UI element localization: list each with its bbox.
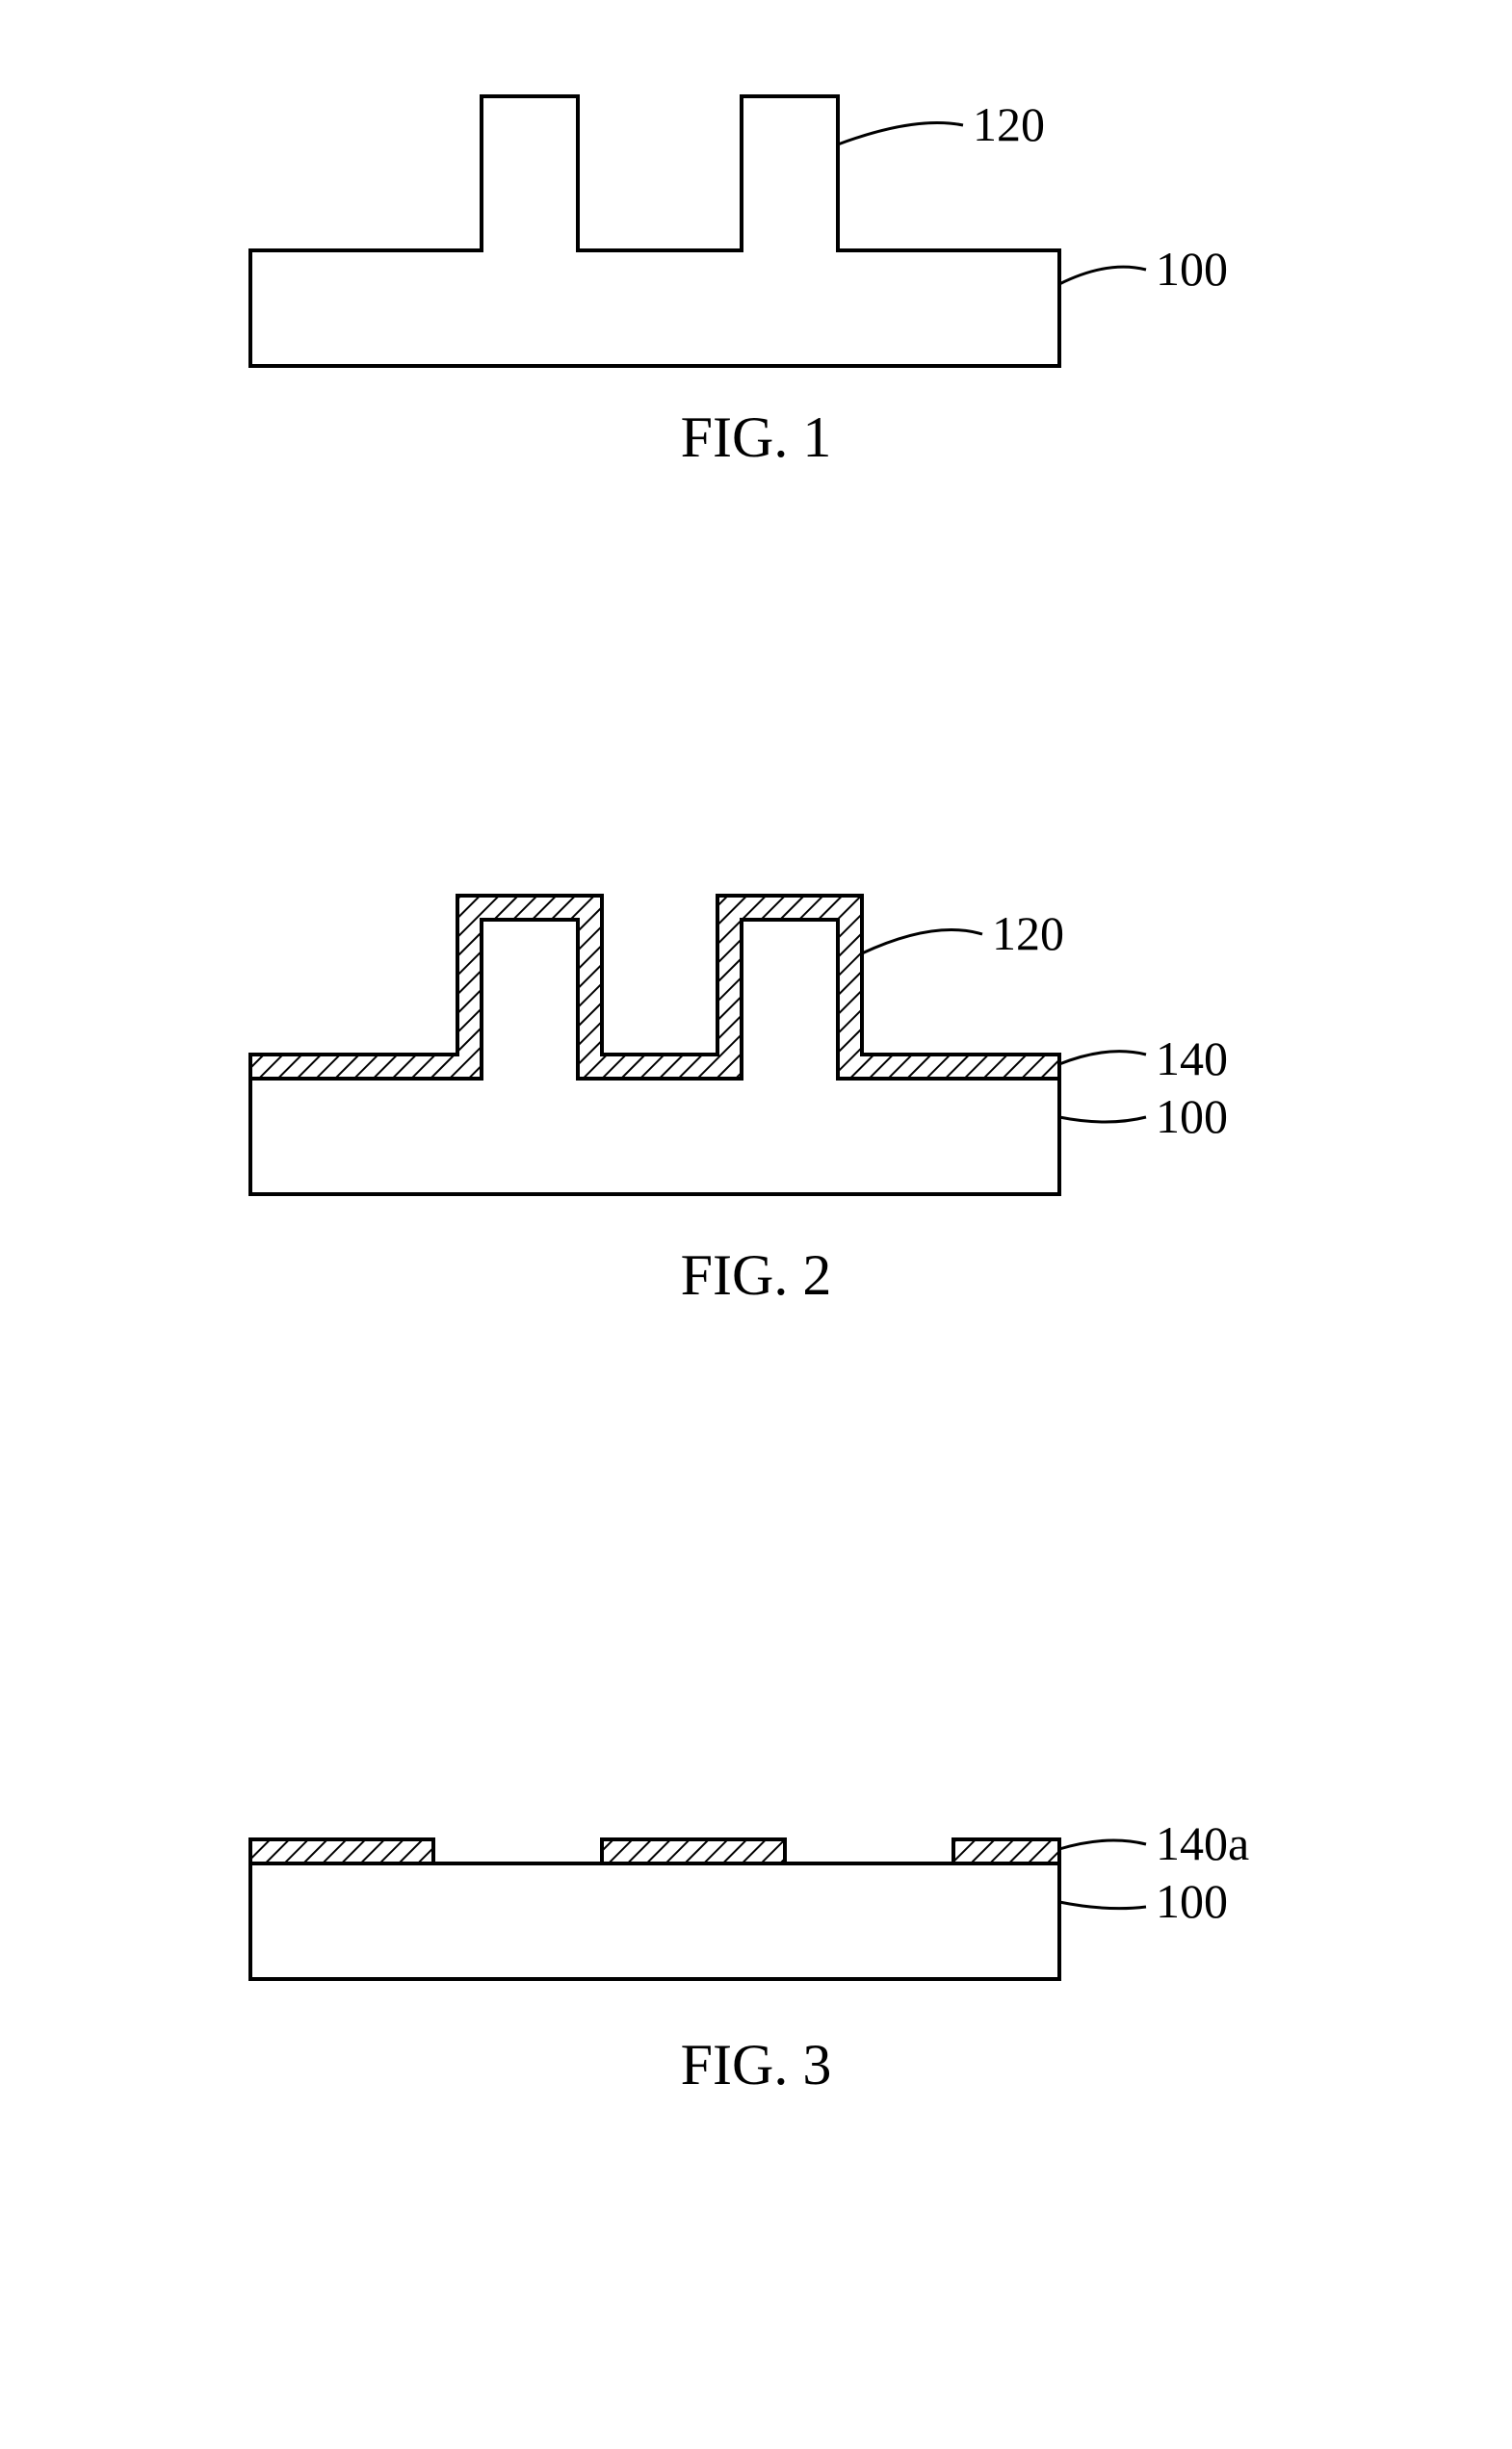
figure-2-caption: FIG. 2 bbox=[563, 1242, 949, 1309]
figure-1-ref-120: 120 bbox=[973, 96, 1045, 152]
page: FIG. 1 120 100 FIG. 2 120 140 100 FIG. 3… bbox=[0, 0, 1512, 2449]
figure-2-ref-100: 100 bbox=[1156, 1088, 1228, 1144]
figure-3-ref-140a: 140a bbox=[1156, 1815, 1249, 1871]
figure-1-caption: FIG. 1 bbox=[563, 404, 949, 471]
figure-3-ref-100: 100 bbox=[1156, 1873, 1228, 1929]
figure-3-caption: FIG. 3 bbox=[563, 2032, 949, 2098]
figure-1-ref-100: 100 bbox=[1156, 241, 1228, 297]
figure-2-ref-120: 120 bbox=[992, 905, 1064, 961]
figure-3 bbox=[222, 1811, 1185, 2003]
figure-2-ref-140: 140 bbox=[1156, 1030, 1228, 1086]
